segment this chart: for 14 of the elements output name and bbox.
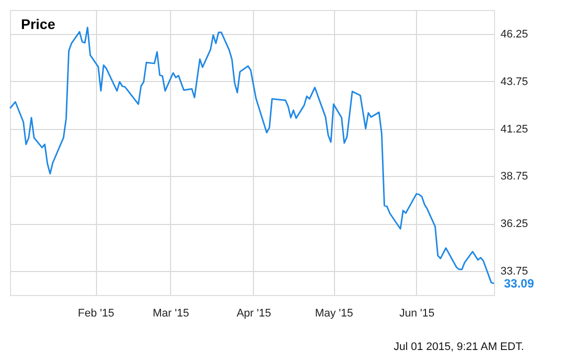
y-tick-label: 46.25 bbox=[500, 28, 528, 41]
x-tick-label: Jun '15 bbox=[399, 308, 435, 320]
chart-title: Price bbox=[21, 16, 56, 32]
y-tick-label: 33.75 bbox=[500, 265, 528, 278]
x-tick-label: May '15 bbox=[314, 308, 354, 320]
x-tick-label: Apr '15 bbox=[236, 308, 272, 320]
x-tick-label: Mar '15 bbox=[152, 308, 190, 320]
text: Jul 01 2015, 9:21 AM EDT. bbox=[394, 341, 524, 353]
x-tick-label: Feb '15 bbox=[78, 308, 114, 320]
y-tick-label: 41.25 bbox=[500, 123, 528, 136]
y-tick-label: 38.75 bbox=[500, 170, 528, 183]
y-tick-label: 36.25 bbox=[500, 218, 528, 230]
annotation: 33.09 bbox=[504, 276, 534, 290]
y-tick-label: 43.75 bbox=[500, 76, 528, 88]
